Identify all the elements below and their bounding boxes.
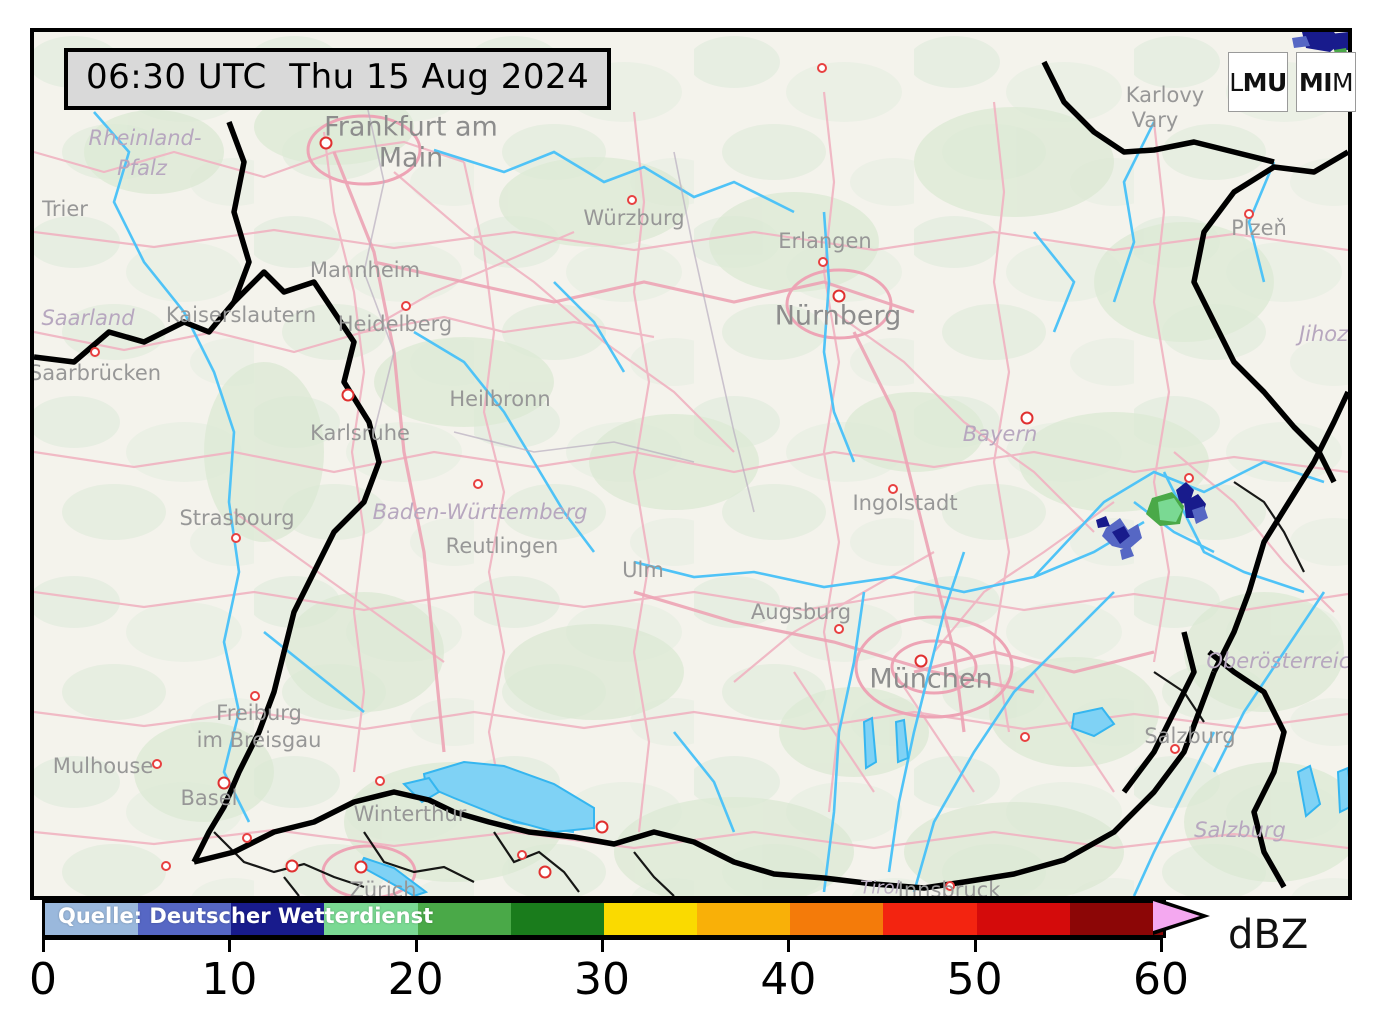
city-marker — [1170, 744, 1180, 754]
colorbar-tick-label-10: 10 — [201, 954, 258, 1005]
city-marker — [341, 388, 355, 402]
city-marker — [354, 860, 368, 874]
colorbar-tick-30 — [601, 937, 604, 952]
lmu-logo-bold: MU — [1242, 67, 1288, 97]
colorbar-gradient — [42, 900, 1166, 938]
logo-group: LMU MIM — [1228, 52, 1356, 112]
colorbar-step-20-25 — [417, 903, 511, 935]
colorbar-tick-60 — [1160, 937, 1163, 952]
colorbar-step-15-20 — [324, 903, 418, 935]
colorbar-step-35-40 — [697, 903, 791, 935]
colorbar-tick-40 — [787, 937, 791, 952]
city-marker — [231, 533, 241, 543]
city-marker — [888, 484, 898, 494]
colorbar-tick-20 — [414, 937, 418, 952]
city-marker — [401, 301, 411, 311]
city-marker — [473, 479, 483, 489]
colorbar-step-25-30 — [510, 903, 604, 935]
minor-admin-borders — [213, 481, 1305, 896]
city-marker — [832, 289, 846, 303]
dbz-colorbar-legend: Quelle: Deutscher Wetterdienst 0 10 20 30 40… — [0, 897, 1390, 1029]
city-marker — [161, 861, 171, 871]
city-marker — [217, 776, 231, 790]
city-marker — [945, 881, 955, 891]
lmu-logo-thin: L — [1229, 67, 1243, 97]
city-marker — [818, 257, 828, 267]
colorbar-step-5-10 — [138, 903, 232, 935]
colorbar-step-30-35 — [603, 903, 698, 935]
city-marker — [1184, 473, 1194, 483]
city-marker — [1020, 411, 1034, 425]
radar-map[interactable]: Frankfurt am Main Nürnberg München Würzburg E… — [30, 28, 1352, 900]
colorbar-step-55-60 — [1069, 903, 1163, 935]
colorbar-arrow-fill — [1153, 901, 1200, 931]
terrain-shading — [84, 89, 1348, 896]
colorbar-tick-label-40: 40 — [760, 954, 817, 1005]
colorbar-tick-50 — [973, 937, 977, 952]
colorbar-step-45-50 — [883, 903, 977, 935]
city-marker — [319, 136, 333, 150]
colorbar-tick-label-20: 20 — [387, 954, 444, 1005]
city-marker — [242, 833, 252, 843]
lakes — [358, 706, 1348, 896]
radar-echo-bayerischer-wald — [1096, 482, 1208, 560]
colorbar-tick-10 — [228, 937, 232, 952]
city-marker — [90, 347, 100, 357]
colorbar-step-50-55 — [976, 903, 1070, 935]
munich-ring — [854, 615, 1014, 719]
city-marker — [817, 63, 827, 73]
city-marker — [517, 850, 527, 860]
city-marker — [834, 624, 844, 634]
timestamp-label: 06:30 UTC Thu 15 Aug 2024 — [64, 48, 612, 111]
colorbar-tick-label-50: 50 — [946, 954, 1003, 1005]
city-marker — [152, 759, 162, 769]
colorbar-tick-0 — [42, 937, 45, 952]
nuremberg-ring — [785, 268, 893, 340]
lmu-logo: LMU — [1228, 52, 1288, 112]
colorbar-tick-label-30: 30 — [574, 954, 630, 1005]
colorbar-step-0-5 — [45, 903, 139, 935]
mim-logo-bold: MI — [1298, 67, 1333, 97]
dbz-unit-label: dBZ — [1228, 912, 1309, 958]
city-marker — [538, 865, 552, 879]
city-marker — [375, 776, 385, 786]
map-canvas — [34, 32, 1348, 896]
frankfurt-ring — [306, 114, 422, 186]
city-marker — [1244, 209, 1254, 219]
state-borders — [363, 91, 755, 513]
colorbar-step-40-45 — [790, 903, 884, 935]
city-marker — [595, 820, 609, 834]
city-marker — [914, 654, 928, 668]
motorways — [332, 151, 1155, 753]
city-marker — [285, 859, 299, 873]
mim-logo: MIM — [1296, 52, 1356, 112]
colorbar-step-10-15 — [231, 903, 325, 935]
city-marker — [250, 691, 260, 701]
national-borders — [34, 60, 1348, 891]
city-marker — [1020, 732, 1030, 742]
city-marker — [627, 195, 637, 205]
colorbar-tick-label-0: 0 — [29, 954, 57, 1005]
colorbar-tick-label-60: 60 — [1133, 954, 1189, 1005]
mim-logo-thin: M — [1332, 67, 1354, 97]
